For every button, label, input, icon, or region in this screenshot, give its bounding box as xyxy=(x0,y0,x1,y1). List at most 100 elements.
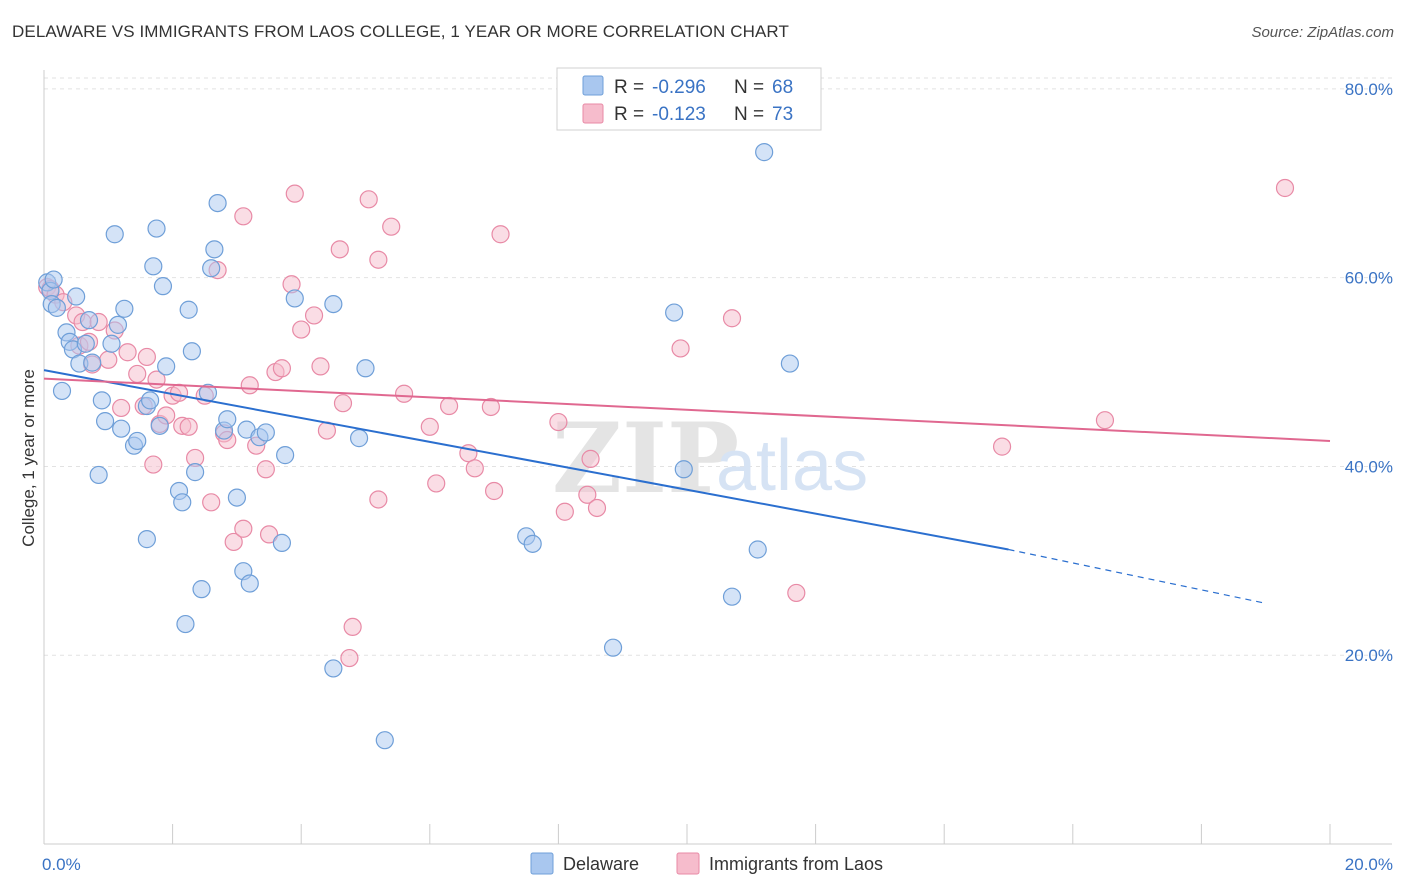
laos-point-69 xyxy=(722,309,742,328)
y-tick-label-3: 80.0% xyxy=(1345,80,1393,99)
delaware-point-62 xyxy=(674,460,693,479)
delaware-point-41 xyxy=(208,193,227,213)
delaware-point-50 xyxy=(272,533,292,552)
laos-point-55 xyxy=(420,417,439,436)
laos-point-12 xyxy=(112,398,131,418)
legend-swatch-laos xyxy=(582,103,604,124)
delaware-point-65 xyxy=(780,354,799,373)
laos-point-51 xyxy=(359,190,378,209)
delaware-point-18 xyxy=(108,315,128,334)
laos-point-64 xyxy=(555,502,574,521)
legend-n-value-laos: 73 xyxy=(772,104,793,125)
laos-point-16 xyxy=(137,347,156,367)
x-tick-label-0: 0.0% xyxy=(42,855,81,874)
laos-point-56 xyxy=(427,474,446,493)
trend-line-delaware-extension xyxy=(1008,548,1266,604)
laos-point-46 xyxy=(330,240,349,259)
laos-point-27 xyxy=(202,493,221,512)
delaware-point-17 xyxy=(105,225,124,244)
legend-r-value-laos: -0.123 xyxy=(652,104,706,125)
delaware-point-13 xyxy=(89,465,108,485)
delaware-point-8 xyxy=(67,287,86,306)
laos-point-37 xyxy=(259,525,279,544)
delaware-point-25 xyxy=(140,391,160,410)
laos-point-43 xyxy=(304,306,324,325)
legend-n-label-laos: N = xyxy=(734,104,764,125)
laos-point-33 xyxy=(234,207,253,226)
laos-point-49 xyxy=(343,617,362,637)
series-legend: Delaware Immigrants from Laos xyxy=(530,852,883,875)
series-legend-swatch-laos xyxy=(676,852,700,875)
delaware-point-57 xyxy=(375,731,394,750)
delaware-point-59 xyxy=(523,534,542,553)
x-tick-label-1: 20.0% xyxy=(1345,855,1393,874)
laos-point-48 xyxy=(340,648,359,668)
laos-point-17 xyxy=(144,455,163,474)
laos-point-50 xyxy=(369,490,388,509)
delaware-point-28 xyxy=(150,416,169,435)
delaware-point-30 xyxy=(157,357,176,376)
delaware-point-22 xyxy=(128,431,147,451)
laos-point-59 xyxy=(465,459,484,478)
trend-lines xyxy=(43,369,1331,604)
chart-source: Source: ZipAtlas.com xyxy=(1251,24,1394,41)
laos-point-53 xyxy=(382,217,401,236)
delaware-point-55 xyxy=(349,429,369,448)
laos-point-61 xyxy=(485,481,504,501)
legend-r-label-delaware: R = xyxy=(614,77,644,98)
delaware-point-12 xyxy=(83,353,102,372)
delaware-point-33 xyxy=(176,614,195,634)
series-laos-points xyxy=(38,178,1295,668)
delaware-point-3 xyxy=(47,298,66,317)
delaware-point-35 xyxy=(182,342,201,361)
series-legend-label-laos: Immigrants from Laos xyxy=(709,854,883,874)
delaware-point-49 xyxy=(256,423,275,442)
laos-point-34 xyxy=(240,376,259,395)
delaware-point-61 xyxy=(665,303,684,322)
laos-point-65 xyxy=(578,485,597,504)
delaware-point-4 xyxy=(52,381,72,401)
laos-point-36 xyxy=(256,460,275,479)
laos-point-62 xyxy=(491,225,510,244)
legend-n-label-delaware: N = xyxy=(734,77,764,98)
y-tick-label-0: 20.0% xyxy=(1345,646,1393,665)
laos-point-42 xyxy=(292,320,311,339)
legend-swatch-delaware xyxy=(582,75,604,96)
delaware-point-63 xyxy=(722,587,742,606)
laos-point-44 xyxy=(311,357,330,376)
delaware-point-36 xyxy=(186,463,205,482)
delaware-point-26 xyxy=(144,257,163,276)
laos-point-22 xyxy=(169,383,189,402)
laos-point-14 xyxy=(128,364,147,384)
laos-point-32 xyxy=(234,519,253,538)
laos-point-24 xyxy=(179,417,198,436)
delaware-point-43 xyxy=(218,410,237,429)
delaware-point-44 xyxy=(227,488,246,507)
delaware-point-66 xyxy=(755,143,774,162)
legend-r-value-delaware: -0.296 xyxy=(652,77,706,98)
delaware-point-15 xyxy=(95,412,115,431)
series-legend-swatch-delaware xyxy=(530,852,554,875)
delaware-point-52 xyxy=(285,289,304,308)
delaware-point-39 xyxy=(202,259,221,278)
y-tick-label-1: 40.0% xyxy=(1345,457,1393,476)
delaware-point-16 xyxy=(102,334,121,353)
delaware-point-24 xyxy=(137,530,156,549)
delaware-point-11 xyxy=(79,311,99,330)
laos-point-60 xyxy=(481,397,500,417)
y-tick-label-2: 60.0% xyxy=(1345,269,1393,288)
series-delaware-points xyxy=(38,143,799,750)
delaware-point-27 xyxy=(147,219,166,238)
y-tick-labels: 20.0% 40.0% 60.0% 80.0% xyxy=(1345,80,1393,665)
legend-n-value-delaware: 68 xyxy=(772,77,793,98)
laos-point-54 xyxy=(394,384,414,403)
laos-point-10 xyxy=(99,350,118,369)
laos-point-67 xyxy=(587,498,607,518)
delaware-point-60 xyxy=(603,638,623,657)
delaware-point-54 xyxy=(324,659,343,678)
stats-legend: R = -0.296 N = 68 R = -0.123 N = 73 xyxy=(556,67,822,131)
delaware-point-51 xyxy=(276,446,295,465)
laos-point-31 xyxy=(224,532,243,552)
laos-point-71 xyxy=(992,437,1012,456)
